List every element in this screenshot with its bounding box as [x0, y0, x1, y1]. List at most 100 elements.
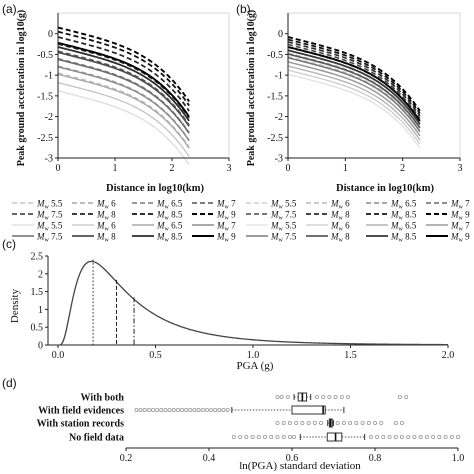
- chart-a-y-tick-label: -3: [45, 154, 53, 165]
- chart-d-outlier: [142, 407, 147, 412]
- chart-a-series-line: [57, 90, 190, 166]
- chart-d-x-tick-label: 1.0: [452, 453, 465, 464]
- chart-b-y-axis-label: Peak ground acceleration in log10(g): [246, 10, 257, 166]
- chart-d-category-label: With both: [81, 393, 125, 404]
- legend-label: Mw 7.5: [36, 210, 63, 222]
- chart-d-outlier: [449, 434, 454, 439]
- chart-b-series-line: [287, 61, 421, 137]
- chart-d-outlier: [431, 434, 436, 439]
- chart-d-outlier: [319, 420, 324, 425]
- chart-b-series-group: [287, 36, 421, 149]
- chart-a-series-line: [57, 26, 190, 102]
- legend-label: Mw 7.5: [270, 210, 297, 222]
- chart-d-box: [291, 405, 326, 415]
- chart-d-outlier: [200, 407, 205, 412]
- chart-c: 0.0 0.5 1.0 1.5 2.0 0 0.5 1 1.5 2 2.5 PGA (g) Dens…: [9, 252, 454, 373]
- chart-b-series-line: [287, 38, 421, 114]
- chart-d-outlier: [412, 434, 417, 439]
- chart-d-outlier: [327, 394, 332, 399]
- chart-b-series-line: [287, 55, 421, 131]
- chart-d-outlier: [281, 420, 286, 425]
- legend-label: Mw 9: [450, 210, 470, 222]
- chart-d-outlier: [204, 407, 209, 412]
- legend-label: Mw 6.5: [390, 199, 417, 211]
- chart-c-y-tick-label: 2: [38, 269, 43, 280]
- chart-a-y-tick-label: -2.5: [37, 133, 53, 144]
- chart-d-outlier: [281, 434, 286, 439]
- chart-d-outlier: [146, 407, 151, 412]
- chart-d-outlier: [244, 434, 249, 439]
- chart-c-x-tick-label: 0.5: [149, 350, 162, 361]
- chart-d-outlier: [217, 407, 222, 412]
- legend-label: Mw 7: [450, 199, 470, 211]
- chart-d-outlier: [372, 420, 377, 425]
- chart-a-series-line: [57, 41, 190, 118]
- chart-a-x-tick-label: 1: [113, 163, 118, 174]
- chart-b-series-line: [287, 56, 421, 133]
- legend-label: Mw 6.5: [156, 221, 183, 233]
- chart-d-plot-area: [134, 392, 460, 442]
- chart-c-y-tick-label: 1.5: [31, 287, 44, 298]
- chart-d-outlier: [225, 407, 230, 412]
- chart-d-outlier: [180, 407, 185, 412]
- chart-d-outlier: [134, 407, 139, 412]
- chart-b-x-tick-label: 2: [400, 163, 405, 174]
- chart-a-series-line: [57, 81, 190, 157]
- chart-c-x-tick-label: 1.0: [247, 350, 260, 361]
- chart-d-axes: 0.2 0.4 0.6 0.8 1.0 With both With field evide…: [37, 393, 465, 465]
- legend-label: Mw 6: [330, 221, 350, 233]
- legend-label: Mw 8.5: [156, 210, 183, 222]
- chart-d-outlier: [287, 434, 292, 439]
- chart-c-y-axis-label: Density: [9, 288, 21, 323]
- chart-d-outlier: [375, 434, 380, 439]
- chart-d-outlier: [188, 407, 193, 412]
- chart-a-x-axis-label: Distance in log10(km): [106, 183, 205, 194]
- chart-d-outlier: [285, 394, 290, 399]
- chart-c-y-tick-label: 1: [38, 305, 43, 316]
- chart-d-outlier: [437, 434, 442, 439]
- chart-a-series-line: [57, 51, 190, 127]
- chart-d-outlier: [209, 407, 214, 412]
- chart-b-series-line: [287, 41, 421, 117]
- chart-d-outlier: [138, 407, 143, 412]
- chart-d-outlier: [159, 407, 164, 412]
- chart-a-series-line: [57, 50, 190, 126]
- chart-d-category-label: No field data: [69, 433, 124, 444]
- chart-d-category-label: With station records: [37, 419, 125, 430]
- chart-d-x-tick-label: 0.2: [120, 453, 133, 464]
- chart-d-outlier: [231, 434, 236, 439]
- chart-d-outlier: [238, 434, 243, 439]
- chart-a-legend: Mw 5.5 Mw 6 Mw 6.5 Mw 7 Mw 7.5 Mw 8 Mw 8.5 Mw 9…: [12, 199, 236, 244]
- chart-b-series-line: [287, 43, 421, 119]
- chart-b-y-tick-label: -1: [275, 71, 283, 82]
- panel-label-d: (d): [2, 376, 17, 390]
- chart-d-outlier: [335, 420, 340, 425]
- chart-a-y-tick-label: -2: [45, 112, 53, 123]
- chart-d-outlier: [424, 434, 429, 439]
- legend-label: Mw 9: [216, 210, 236, 222]
- chart-d-outlier: [404, 394, 409, 399]
- legend-label: Mw 7: [216, 199, 236, 211]
- chart-d-outlier: [360, 420, 365, 425]
- panel-label-a: (a): [2, 2, 17, 16]
- chart-d-outlier: [279, 394, 284, 399]
- chart-b-series-line: [287, 65, 421, 141]
- chart-d-category-label: With field evidences: [38, 406, 124, 417]
- legend-label: Mw 7: [450, 221, 470, 233]
- legend-label: Mw 6: [96, 221, 116, 233]
- legend-label: Mw 6: [330, 199, 350, 211]
- chart-d-outlier: [393, 420, 398, 425]
- chart-d-outlier: [368, 434, 373, 439]
- chart-d-outlier: [192, 407, 197, 412]
- chart-d-outlier: [443, 434, 448, 439]
- chart-a-y-axis-label: Peak ground acceleration in log10(g): [16, 10, 27, 166]
- chart-b-axes: 0 1 2 3 -3 -2.5 -2 -1.5 -1 -0.5 0: [267, 13, 463, 174]
- chart-d-outlier: [333, 394, 338, 399]
- chart-a-axes: 0 1 2 3 -3 -2.5 -2 -1.5 -1 -0.5 0: [37, 13, 232, 174]
- chart-a-series-line: [57, 66, 190, 142]
- chart-b-legend: Mw 5.5 Mw 6 Mw 6.5 Mw 7 Mw 7.5 Mw 8 Mw 8.5 Mw 9…: [246, 199, 470, 244]
- chart-a-x-tick-label: 3: [227, 163, 232, 174]
- chart-d-outlier: [294, 420, 299, 425]
- chart-d-outlier: [256, 434, 261, 439]
